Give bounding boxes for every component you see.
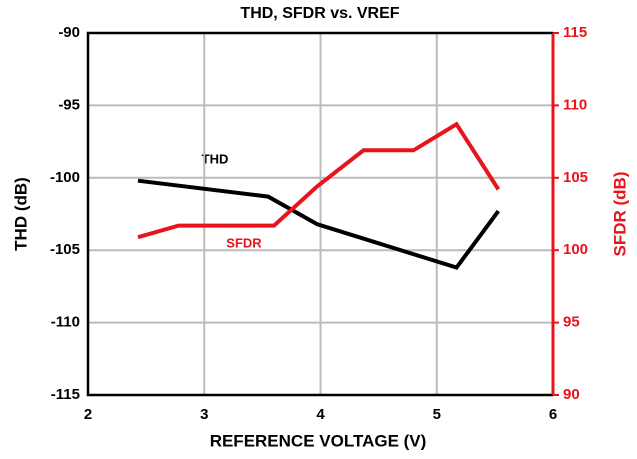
y2-tick-label: 95 [563,314,580,331]
x-tick-label: 6 [549,406,557,423]
x-tick-label: 3 [200,406,208,423]
line-series [137,178,500,270]
y-tick-label: -90 [58,24,80,41]
x-tick-label: 4 [316,406,325,423]
plot-frame [86,31,553,397]
y2-tick-label: 105 [563,169,588,186]
y2-tick-label: 115 [563,24,587,41]
x-tick-label: 2 [84,406,92,423]
x-axis-label: REFERENCE VOLTAGE (V) [210,431,427,450]
y2-tick-label: 90 [563,386,580,403]
chart-title: THD, SFDR vs. VREF [240,5,399,22]
y2-tick-label: 100 [563,241,588,258]
y-tick-label: -95 [58,96,80,113]
line-series [137,121,501,240]
annotation: SFDR [226,235,262,250]
annotation: THD [202,151,229,166]
y-tick-label: -100 [50,169,80,186]
y2-tick-label: 110 [563,96,587,113]
y-tick-label: -105 [50,241,80,258]
y-tick-label: -110 [51,314,80,331]
y-tick-label: -115 [51,386,80,403]
x-tick-label: 5 [433,406,441,423]
y2-axis-label: SFDR (dB) [610,172,629,257]
y-axis-label: THD (dB) [11,177,30,251]
